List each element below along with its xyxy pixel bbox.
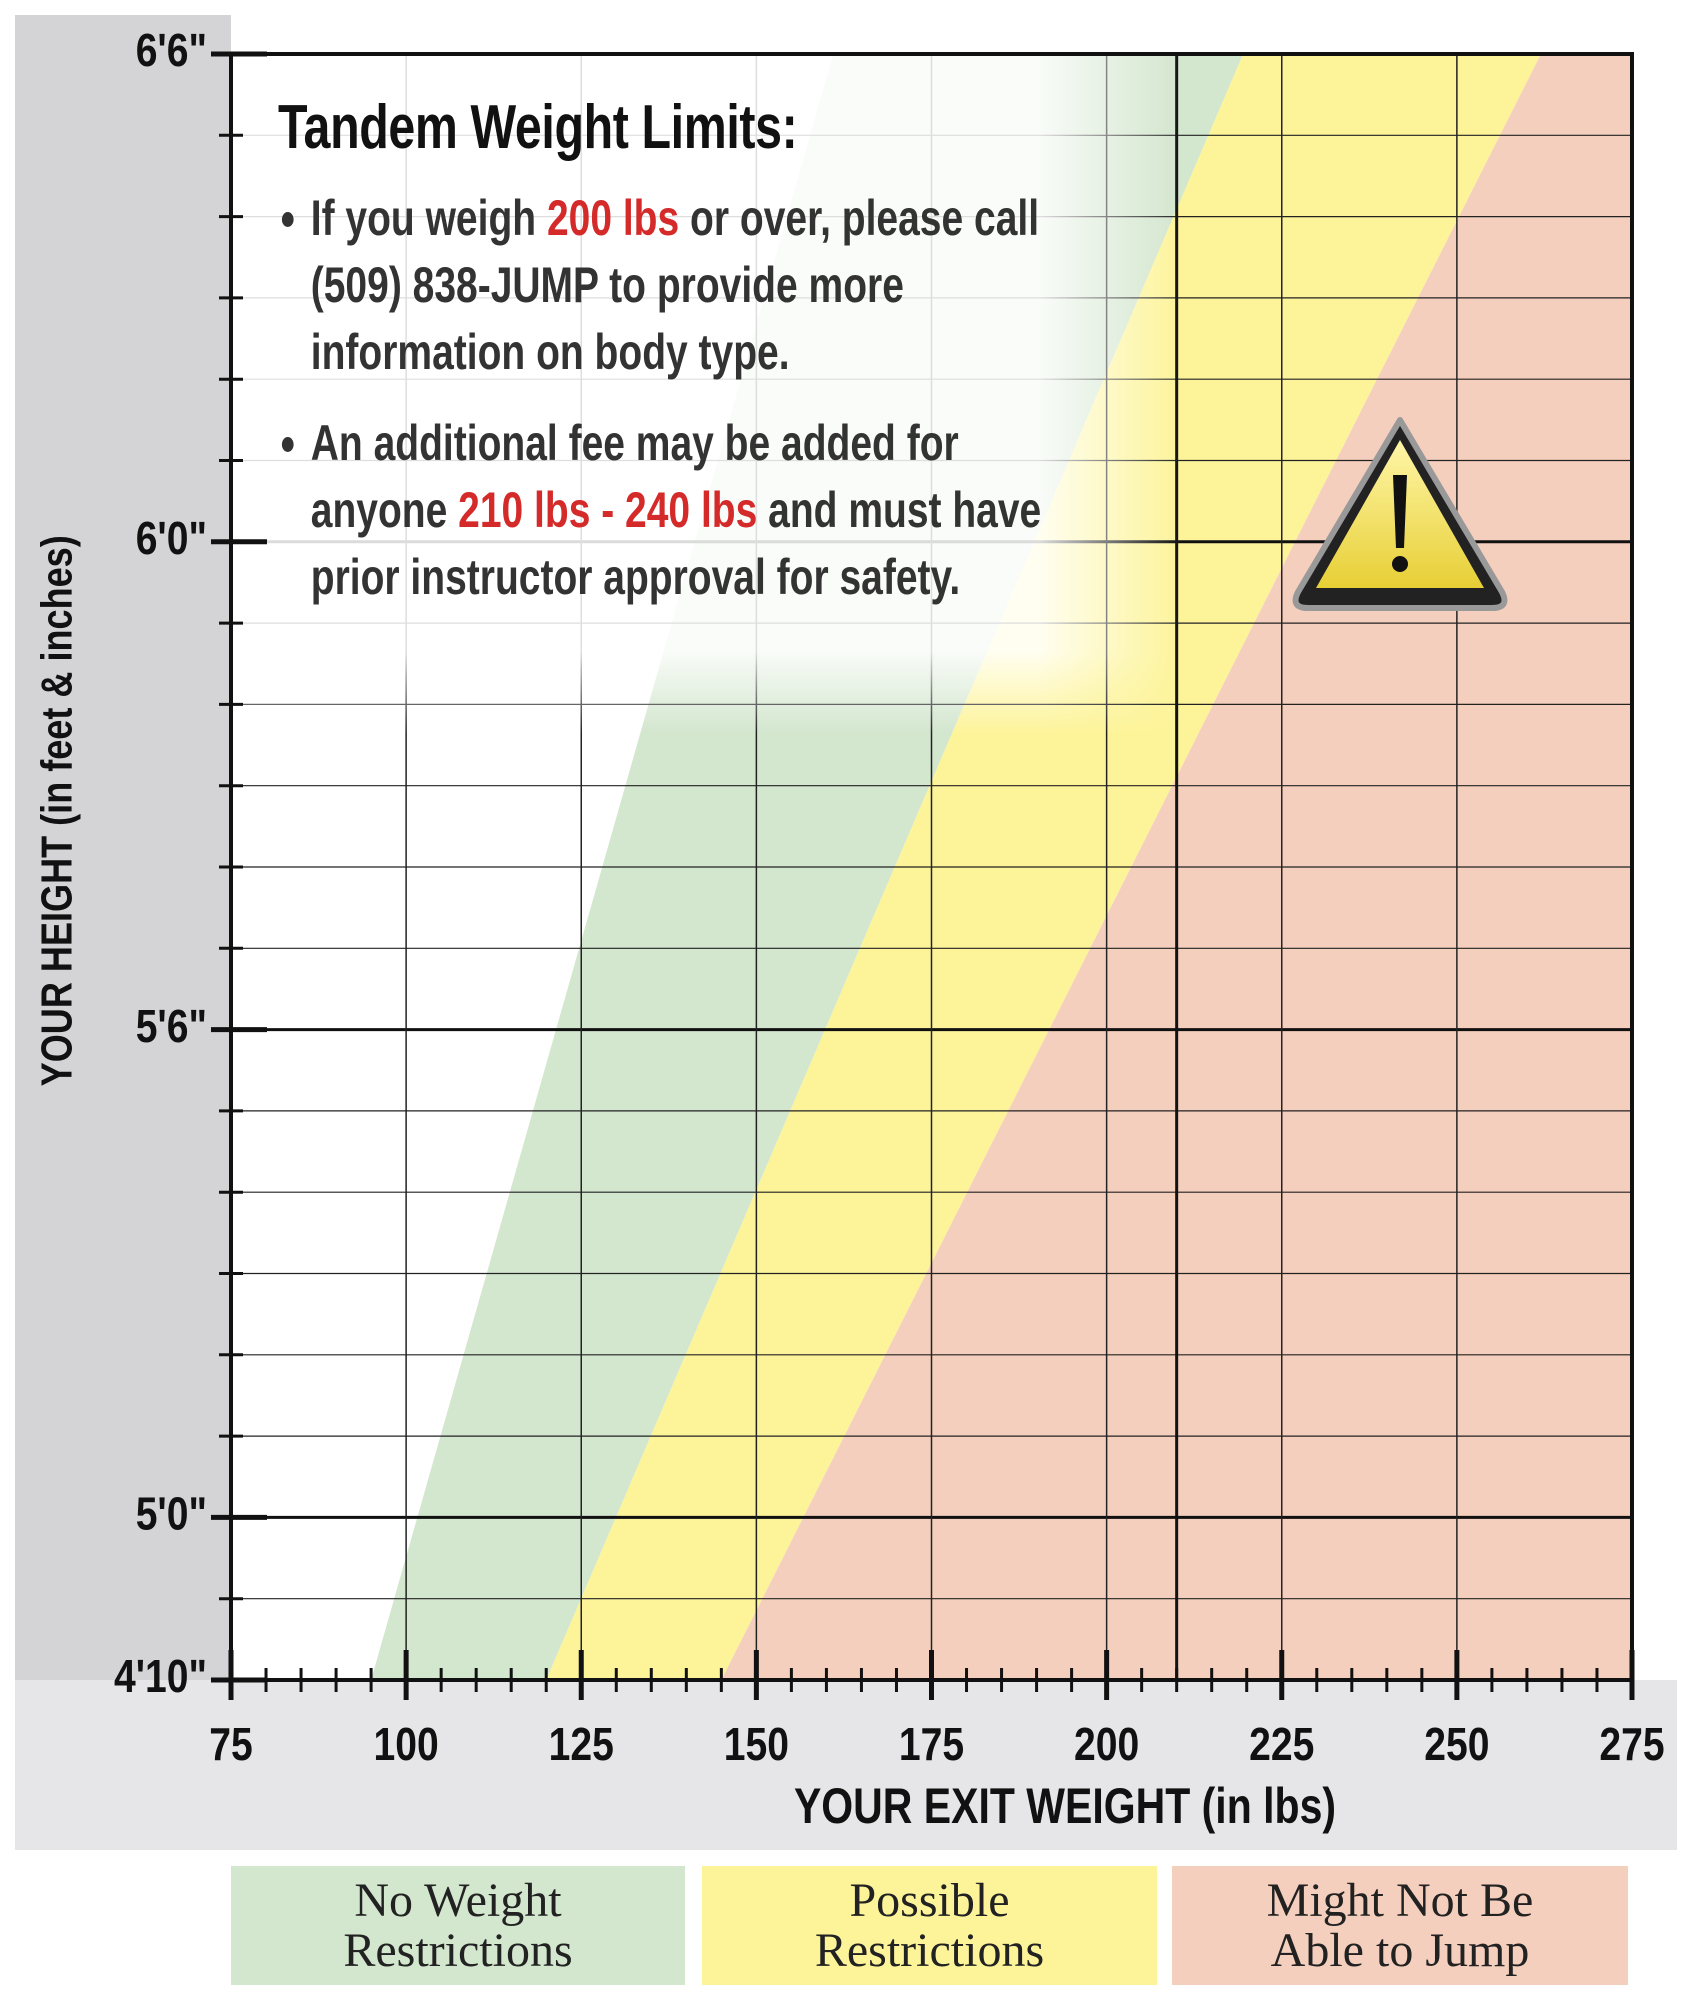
y-axis-band (15, 15, 231, 1680)
highlight-text: 210 lbs - 240 lbs (458, 482, 758, 538)
y-axis-label: YOUR HEIGHT (in feet & inches) (32, 535, 81, 1086)
legend-entry: No Weight Restrictions (231, 1866, 685, 1985)
info-bullet: An additional fee may be added for anyon… (311, 410, 1097, 611)
info-box-background (231, 54, 1182, 734)
bullet-text: and must have prior instructor approval … (310, 482, 1042, 605)
legend-entry: Possible Restrictions (702, 1866, 1157, 1985)
x-tick-label: 175 (899, 1719, 964, 1771)
bullet-text: An additional fee may be added for anyon… (310, 415, 959, 538)
x-tick-label: 150 (724, 1719, 789, 1771)
y-tick-label: 6'0" (136, 513, 207, 565)
x-tick-label: 225 (1249, 1719, 1314, 1771)
y-tick-label: 5'0" (136, 1489, 207, 1541)
x-tick-label: 200 (1074, 1719, 1139, 1771)
x-axis-band (15, 1680, 1677, 1850)
info-bullets: If you weigh 200 lbs or over, please cal… (278, 185, 1097, 611)
x-tick-label: 100 (374, 1719, 439, 1771)
x-tick-label: 250 (1424, 1719, 1489, 1771)
bullet-text: If you weigh (310, 190, 547, 246)
info-title: Tandem Weight Limits: (278, 93, 798, 162)
legend-entry: Might Not Be Able to Jump (1172, 1866, 1628, 1985)
info-bullet: If you weigh 200 lbs or over, please cal… (311, 185, 1097, 386)
warning-icon (1292, 417, 1508, 611)
y-tick-label: 6'6" (136, 25, 207, 77)
y-tick-label: 4'10" (114, 1651, 207, 1703)
bullet-text: or over, please call (509) 838-JUMP to p… (310, 190, 1040, 380)
x-tick-label: 125 (549, 1719, 614, 1771)
x-axis-label: YOUR EXIT WEIGHT (in lbs) (794, 1778, 1336, 1834)
x-tick-label: 275 (1599, 1719, 1664, 1771)
info-box: Tandem Weight Limits: If you weigh 200 l… (278, 92, 1097, 635)
y-tick-label: 5'6" (136, 1001, 207, 1053)
highlight-text: 200 lbs (546, 190, 680, 246)
x-tick-label: 75 (209, 1719, 252, 1771)
